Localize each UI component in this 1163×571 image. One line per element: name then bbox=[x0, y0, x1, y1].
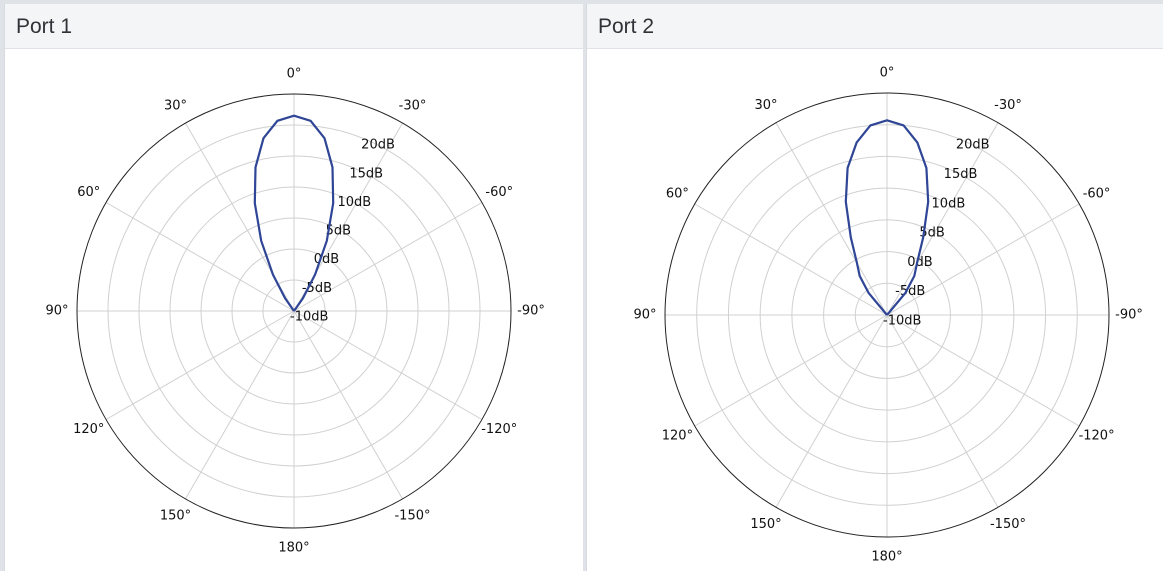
angular-gridline bbox=[886, 203, 1080, 316]
polar-outline bbox=[664, 92, 1110, 538]
angular-gridline bbox=[775, 122, 888, 316]
angular-tick-label: -60° bbox=[485, 185, 513, 200]
angular-tick-label: -120° bbox=[1079, 429, 1115, 444]
radiation-pattern-line bbox=[253, 114, 335, 312]
radial-tick-label: 0dB bbox=[907, 255, 932, 270]
port-1-panel: Port 1 0° -30° -60° -90° -120° -150° 180° 150° 1… bbox=[4, 4, 583, 571]
angular-tick-label: -150° bbox=[394, 509, 430, 524]
port-2-chart-area: 0° -30° -60° -90° -120° -150° 180° 150° 120° 90° 6… bbox=[587, 51, 1163, 571]
angular-tick-label: 30° bbox=[164, 98, 187, 113]
angular-tick-label: -30° bbox=[994, 98, 1022, 113]
radial-tick-label: 20dB bbox=[361, 138, 395, 153]
angular-tick-label: 90° bbox=[633, 308, 656, 323]
port-1-polar-chart: 0° -30° -60° -90° -120° -150° 180° 150° 120° 90° 6… bbox=[45, 67, 545, 556]
angular-gridline bbox=[694, 314, 888, 427]
radial-tick-label: 5dB bbox=[326, 224, 351, 239]
angular-tick-label: 60° bbox=[77, 185, 100, 200]
radial-tick-label: -10dB bbox=[290, 310, 328, 325]
angular-tick-label: 60° bbox=[666, 187, 689, 202]
polar-outline bbox=[76, 93, 512, 529]
angular-gridline bbox=[293, 310, 403, 500]
angular-gridline bbox=[105, 310, 295, 420]
radial-tick-label: 15dB bbox=[944, 167, 978, 182]
radial-tick-label: 5dB bbox=[919, 226, 944, 241]
radial-tick-label: 20dB bbox=[956, 138, 990, 153]
angular-tick-label: -90° bbox=[517, 304, 545, 319]
angular-gridline bbox=[293, 310, 483, 420]
port-1-title: Port 1 bbox=[16, 15, 73, 38]
port-2-title: Port 2 bbox=[598, 15, 655, 38]
radial-tick-label: 10dB bbox=[337, 195, 371, 210]
angular-tick-label: 150° bbox=[750, 517, 781, 532]
angular-gridline bbox=[775, 314, 888, 508]
angular-tick-label: 120° bbox=[662, 429, 693, 444]
angular-gridline bbox=[185, 310, 295, 500]
angular-gridline bbox=[886, 122, 999, 316]
angular-tick-label: 120° bbox=[73, 422, 104, 437]
angular-tick-label: 90° bbox=[45, 304, 68, 319]
radial-tick-label: -10dB bbox=[883, 314, 921, 329]
angular-tick-label: 30° bbox=[754, 98, 777, 113]
port-2-header: Port 2 bbox=[587, 4, 1163, 49]
angular-gridline bbox=[886, 314, 1080, 427]
radial-tick-label: 15dB bbox=[349, 166, 383, 181]
angular-tick-label: 0° bbox=[880, 66, 895, 81]
angular-gridline bbox=[293, 202, 483, 312]
angular-tick-label: -150° bbox=[990, 517, 1026, 532]
angular-gridline bbox=[694, 203, 888, 316]
angular-tick-label: 180° bbox=[871, 550, 902, 565]
radial-tick-label: -5dB bbox=[895, 284, 925, 299]
port-2-polar-chart: 0° -30° -60° -90° -120° -150° 180° 150° 120° 90° 6… bbox=[633, 66, 1143, 565]
angular-tick-label: 180° bbox=[278, 541, 309, 556]
angular-tick-label: -30° bbox=[399, 98, 427, 113]
angular-tick-label: -60° bbox=[1083, 187, 1111, 202]
radial-tick-label: 10dB bbox=[932, 196, 966, 211]
angular-tick-label: 150° bbox=[160, 509, 191, 524]
angular-tick-label: 0° bbox=[287, 67, 302, 82]
port-2-panel: Port 2 0° -30° -60° -90° -120° -150° 180° 150° 1… bbox=[586, 4, 1163, 571]
port-1-header: Port 1 bbox=[5, 4, 583, 49]
angular-tick-label: -120° bbox=[481, 422, 517, 437]
angular-tick-label: -90° bbox=[1115, 308, 1143, 323]
angular-gridline bbox=[105, 202, 295, 312]
port-1-chart-area: 0° -30° -60° -90° -120° -150° 180° 150° 120° 90° 6… bbox=[5, 51, 583, 571]
angular-gridline bbox=[886, 314, 999, 508]
radiation-pattern-line bbox=[844, 119, 930, 316]
